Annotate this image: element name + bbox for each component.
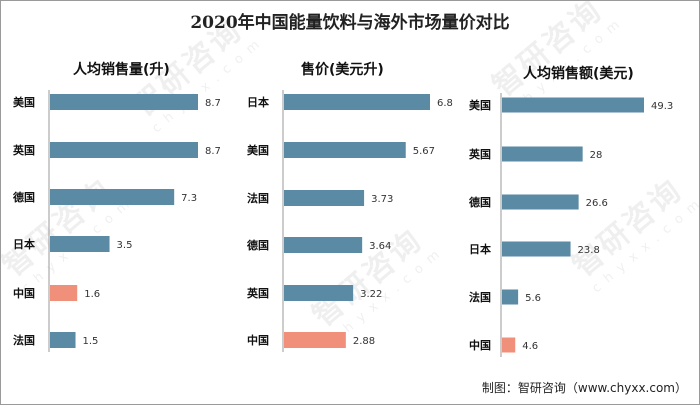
bar bbox=[284, 285, 354, 301]
data-label: 8.7 bbox=[205, 146, 221, 157]
panel-title: 人均销售量(升) bbox=[73, 62, 170, 78]
data-label: 8.7 bbox=[205, 98, 221, 109]
bar-chart-price: 日本 6.8 美国 5.67 法国 3.73 德国 3.64 英国 3.22 中国 2.88 bbox=[246, 90, 453, 352]
bar bbox=[50, 236, 110, 252]
data-label: 1.6 bbox=[84, 289, 100, 300]
category-label: 英国 bbox=[468, 147, 491, 161]
category-label: 美国 bbox=[469, 98, 491, 112]
bar bbox=[50, 189, 175, 205]
category-label: 英国 bbox=[246, 286, 269, 300]
category-label: 中国 bbox=[247, 333, 269, 347]
category-label: 中国 bbox=[469, 338, 491, 352]
category-label: 日本 bbox=[13, 237, 35, 251]
panel-sales-volume: 人均销售量(升) 美国 8.7 英国 8.7 德国 7.3 日本 3.5 中国 1.6 法国 1.5 bbox=[1, 1, 231, 404]
data-label: 23.8 bbox=[578, 245, 600, 256]
bar bbox=[284, 237, 363, 253]
category-label: 英国 bbox=[12, 143, 35, 157]
category-label: 美国 bbox=[247, 143, 269, 157]
category-label: 德国 bbox=[246, 238, 269, 252]
bar bbox=[50, 142, 198, 158]
bar bbox=[284, 142, 406, 158]
data-label: 3.64 bbox=[369, 241, 391, 252]
bar bbox=[50, 94, 198, 110]
data-label: 1.5 bbox=[83, 336, 99, 347]
source-note: 制图：智研咨询（www.chyxx.com） bbox=[481, 381, 687, 395]
data-label: 26.6 bbox=[586, 198, 608, 209]
data-label: 5.67 bbox=[413, 146, 435, 157]
bar bbox=[284, 332, 346, 348]
data-label: 3.73 bbox=[371, 194, 393, 205]
data-label: 7.3 bbox=[181, 193, 197, 204]
data-label: 28 bbox=[590, 150, 603, 161]
chart-title: 2020年中国能量饮料与海外市场量价对比 bbox=[190, 13, 510, 33]
bar bbox=[502, 289, 519, 305]
category-label: 美国 bbox=[13, 95, 35, 109]
category-label: 日本 bbox=[469, 242, 491, 256]
category-label: 法国 bbox=[13, 333, 35, 347]
category-label: 德国 bbox=[468, 195, 491, 209]
data-label: 5.6 bbox=[525, 293, 541, 304]
data-label: 6.8 bbox=[437, 98, 453, 109]
data-label: 3.5 bbox=[117, 240, 133, 251]
bar bbox=[284, 94, 430, 110]
category-label: 法国 bbox=[469, 290, 491, 304]
category-label: 法国 bbox=[247, 191, 269, 205]
bar bbox=[502, 337, 516, 353]
bar bbox=[50, 332, 76, 348]
panel-price: 售价(美元升) 日本 6.8 美国 5.67 法国 3.73 德国 3.64 英国 3.22 中国 2… bbox=[1, 1, 471, 404]
category-label: 日本 bbox=[247, 95, 269, 109]
data-label: 2.88 bbox=[353, 336, 375, 347]
bar bbox=[50, 285, 78, 301]
category-label: 中国 bbox=[13, 286, 35, 300]
category-label: 德国 bbox=[12, 190, 35, 204]
bar bbox=[502, 146, 583, 162]
data-label: 4.6 bbox=[522, 341, 538, 352]
bar bbox=[284, 190, 365, 206]
bar bbox=[502, 97, 644, 113]
bar-chart-sales-volume: 美国 8.7 英国 8.7 德国 7.3 日本 3.5 中国 1.6 法国 1.5 bbox=[12, 90, 221, 352]
panel-title: 售价(美元升) bbox=[301, 62, 384, 78]
panel-title: 人均销售额(美元) bbox=[523, 66, 634, 82]
data-label: 3.22 bbox=[360, 289, 382, 300]
data-label: 49.3 bbox=[651, 101, 673, 112]
bar bbox=[502, 241, 571, 257]
bar bbox=[502, 194, 579, 210]
